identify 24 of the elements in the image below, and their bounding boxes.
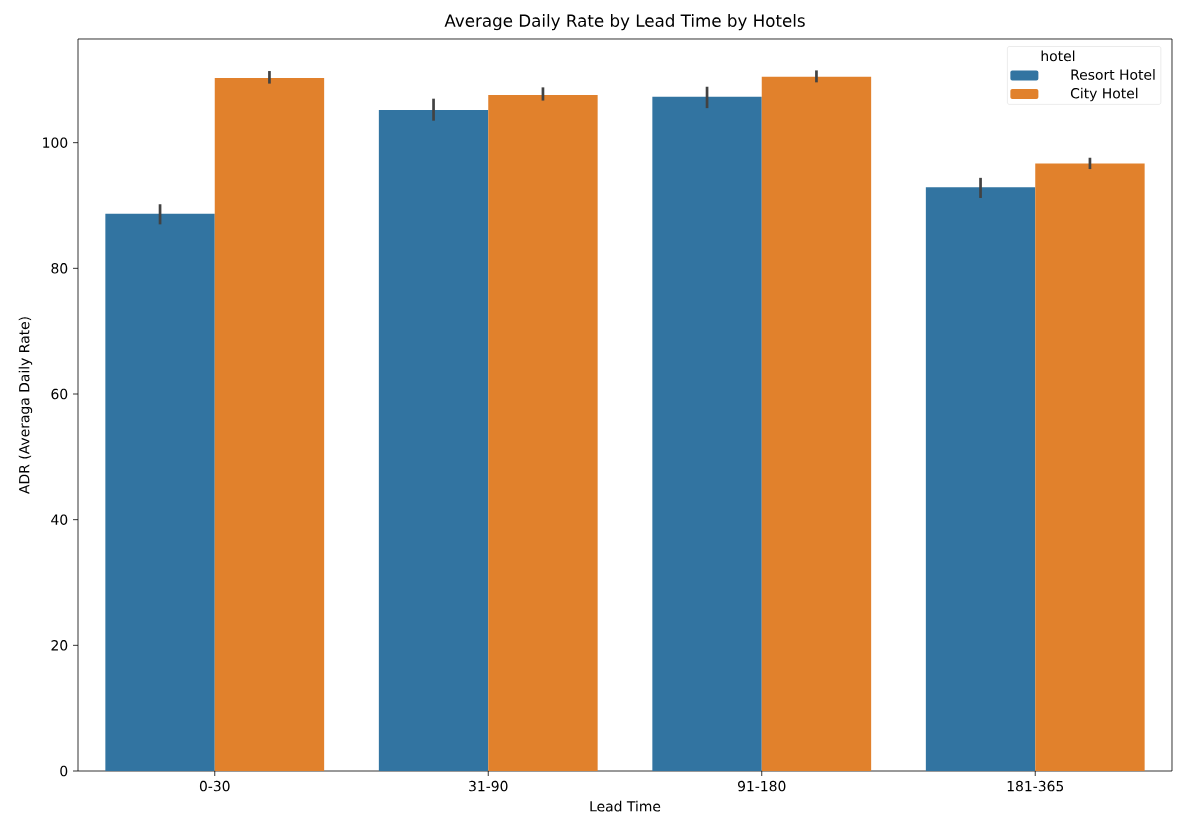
x-tick-label: 31-90 xyxy=(469,780,508,792)
legend-title: hotel xyxy=(1041,50,1075,62)
y-tick-label: 60 xyxy=(51,388,68,400)
bar xyxy=(488,94,598,771)
bar xyxy=(105,213,215,771)
y-tick-label: 20 xyxy=(51,640,68,651)
y-tick-label: 40 xyxy=(51,514,68,525)
bar xyxy=(761,76,872,771)
bar xyxy=(1035,163,1145,771)
legend-label: Resort Hotel xyxy=(1071,69,1155,80)
bar xyxy=(925,187,1036,771)
y-tick-label: 80 xyxy=(51,263,68,274)
y-axis-title: ADR (Averaga Daily Rate) xyxy=(18,317,33,494)
chart-title: Average Daily Rate by Lead Time by Hotels xyxy=(444,14,805,31)
x-axis-title: Lead Time xyxy=(590,800,661,812)
bar xyxy=(378,109,489,771)
y-tick-label: 0 xyxy=(60,765,68,777)
x-tick-label: 181-365 xyxy=(1007,780,1064,792)
x-tick-label: 0-30 xyxy=(199,780,230,792)
y-tick-label: 100 xyxy=(43,137,68,148)
legend-label: City Hotel xyxy=(1070,87,1138,102)
x-tick-label: 91-180 xyxy=(738,780,786,792)
bar xyxy=(214,77,325,771)
bar xyxy=(652,96,762,771)
